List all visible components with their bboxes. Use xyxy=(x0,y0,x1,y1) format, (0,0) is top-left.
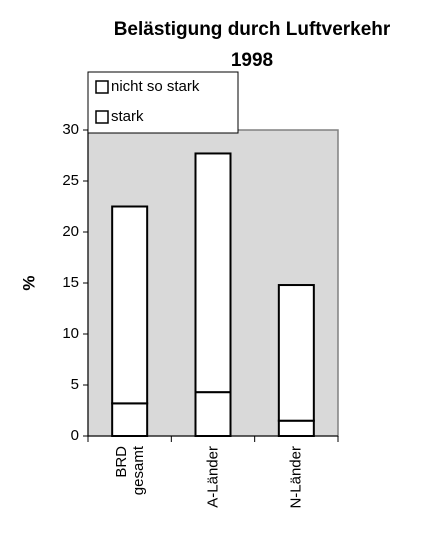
y-tick-label: 0 xyxy=(71,427,79,444)
chart-title: Belästigung durch Luftverkehr xyxy=(114,19,391,40)
chart-title: 1998 xyxy=(231,50,273,71)
legend-swatch xyxy=(95,80,109,94)
x-tick-label: N-Länder xyxy=(287,446,305,509)
x-tick-label: BRD gesamt xyxy=(112,446,147,496)
x-tick-label: A-Länder xyxy=(204,446,222,508)
bar-segment xyxy=(194,391,232,438)
bar-segment xyxy=(277,419,315,438)
y-tick-label: 20 xyxy=(62,223,79,240)
bar-segment xyxy=(194,152,232,394)
legend-label: stark xyxy=(111,108,144,125)
bar-segment xyxy=(111,205,149,405)
legend-box xyxy=(87,71,239,134)
legend-label: nicht so stark xyxy=(111,78,200,95)
y-axis-label: % xyxy=(19,275,38,290)
bar-segment xyxy=(277,284,315,422)
y-tick-label: 5 xyxy=(71,376,79,393)
y-tick-label: 15 xyxy=(62,274,79,291)
y-tick-label: 25 xyxy=(62,172,79,189)
y-tick-label: 10 xyxy=(62,325,79,342)
legend-swatch xyxy=(95,110,109,124)
y-tick-label: 30 xyxy=(62,121,79,138)
bar-segment xyxy=(111,402,149,437)
